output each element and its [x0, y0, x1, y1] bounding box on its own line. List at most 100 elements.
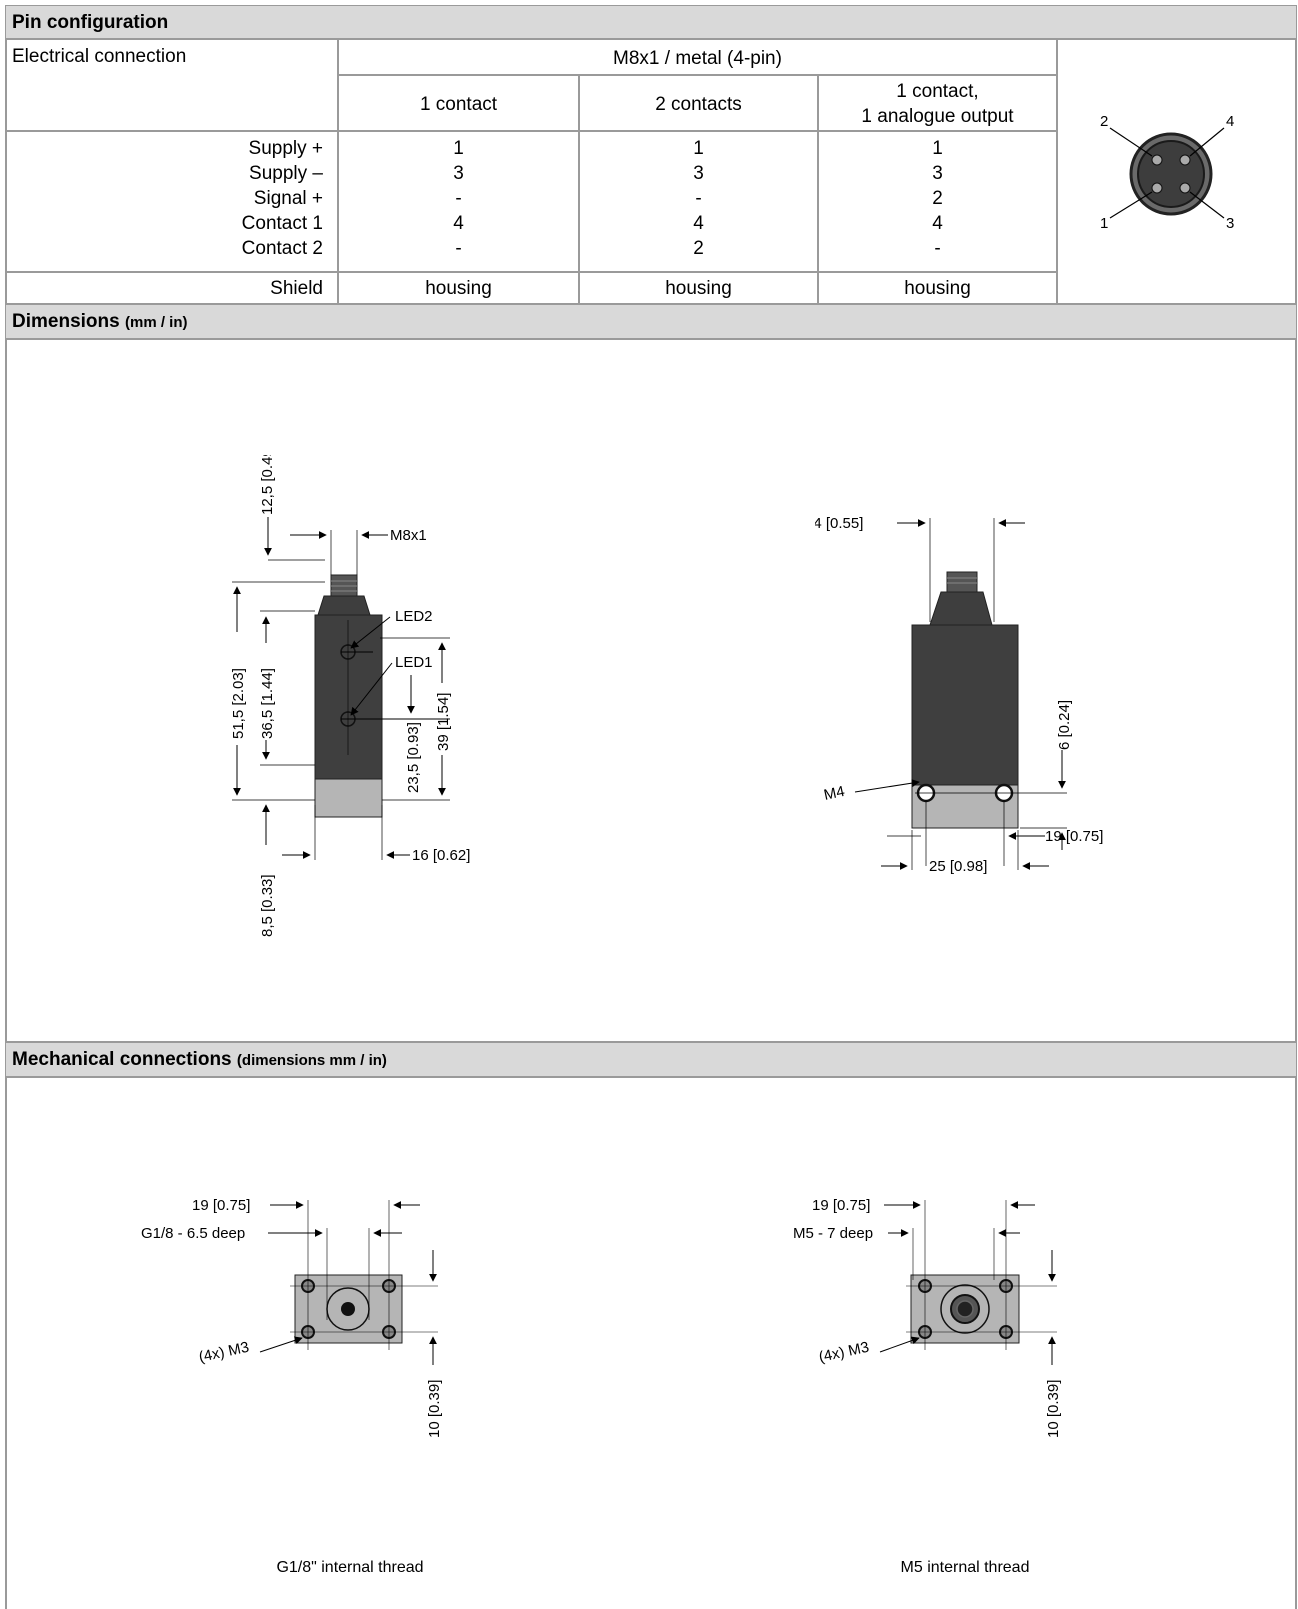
divider	[5, 303, 1297, 305]
col3-values: 1 3 2 4 -	[819, 136, 1056, 261]
table-col-line	[1056, 39, 1058, 303]
connector-face	[1137, 140, 1205, 208]
row-label-shield: Shield	[270, 278, 323, 299]
dim-6: 6 [0.24]	[1056, 700, 1073, 750]
shield-value: housing	[425, 278, 492, 299]
dimensions-title: Dimensions	[12, 311, 120, 332]
column-header-line: 1 contact,	[896, 81, 979, 102]
table-cell: 4	[932, 213, 943, 234]
dim-19: 19 [0.75]	[1045, 828, 1103, 845]
sensor-body	[314, 614, 383, 780]
table-row-line	[5, 130, 1056, 132]
m8x1-label: M8x1	[390, 527, 427, 544]
column-header-1-contact-analogue: 1 contact, 1 analogue output	[819, 79, 1056, 129]
dim-51-5: 51,5 [2.03]	[230, 668, 247, 739]
mechanical-title: Mechanical connections	[12, 1049, 232, 1070]
divider	[5, 1076, 1297, 1078]
divider	[5, 1041, 1297, 1043]
pin-label: 4	[1226, 113, 1234, 130]
pin-configuration-title: Pin configuration	[12, 12, 169, 33]
table-row-line	[338, 74, 1056, 76]
frame-left	[5, 5, 7, 1609]
screws-label: (4x) M3	[197, 1339, 250, 1366]
table-cell: 1	[932, 138, 943, 159]
mechanical-unit: (dimensions mm / in)	[236, 1052, 387, 1069]
screws-label: (4x) M3	[817, 1339, 870, 1366]
g18-mount-drawing: 19 [0.75] G1/8 - 6.5 deep 10 [0.39] (4x)…	[141, 1197, 443, 1438]
m5-caption: M5 internal thread	[900, 1559, 1030, 1576]
col1-values: 1 3 - 4 -	[339, 136, 578, 261]
dim-12-5: 12,5 [0.49]	[259, 455, 276, 515]
row-label-contact-1: Contact 1	[241, 213, 323, 234]
table-cell: 2	[932, 188, 943, 209]
dim-36-5: 36,5 [1.44]	[259, 668, 276, 739]
table-col-line	[578, 75, 580, 303]
dim-16: 16 [0.62]	[412, 847, 470, 864]
dim-39: 39 [1.54]	[435, 693, 452, 751]
port-outline	[940, 1284, 990, 1334]
dimensions-header: Dimensions (mm / in)	[6, 305, 1296, 338]
table-cell: 4	[453, 213, 464, 234]
led2-label: LED2	[395, 608, 433, 625]
table-cell: -	[455, 238, 462, 259]
pin-4	[1179, 154, 1191, 166]
m5-mount-drawing: 19 [0.75] M5 - 7 deep 10 [0.39] (4x) M3	[793, 1197, 1062, 1438]
thread-label: M5 - 7 deep	[793, 1225, 873, 1242]
dim-10: 10 [0.39]	[1045, 1380, 1062, 1438]
column-header-line: 1 analogue output	[861, 106, 1014, 127]
frame-right	[1295, 5, 1297, 1609]
table-row-line	[5, 271, 1056, 273]
row-label-supply-minus: Supply –	[249, 163, 323, 184]
column-header-2-contacts: 2 contacts	[655, 94, 742, 115]
row-label-contact-2: Contact 2	[241, 238, 323, 259]
dim-25: 25 [0.98]	[929, 858, 987, 875]
connector-header: M8x1 / metal (4-pin)	[613, 48, 782, 69]
table-cell: -	[695, 188, 702, 209]
g18-caption: G1/8" internal thread	[276, 1559, 424, 1576]
divider	[5, 38, 1297, 40]
table-cell: 3	[693, 163, 704, 184]
pin-configuration-header: Pin configuration	[6, 6, 1296, 39]
table-cell: 3	[932, 163, 943, 184]
table-cell: -	[455, 188, 462, 209]
table-col-line	[817, 75, 819, 303]
table-cell: 3	[453, 163, 464, 184]
mechanical-connections-header: Mechanical connections (dimensions mm / …	[6, 1043, 1296, 1076]
pin-3	[1179, 182, 1191, 194]
electrical-connection-label: Electrical connection	[12, 46, 187, 67]
thread-label: G1/8 - 6.5 deep	[141, 1225, 245, 1242]
connector-pinout-diagram: 2 4 1 3	[1100, 113, 1234, 232]
table-cell: -	[934, 238, 941, 259]
table-cell: 4	[693, 213, 704, 234]
pin-1	[1151, 182, 1163, 194]
dim-19: 19 [0.75]	[192, 1197, 250, 1214]
front-view-drawing: LED2 LED1 M8x1 12,5 [0.49] 51,5 [2.03] 3…	[230, 455, 470, 937]
table-cell: 2	[693, 238, 704, 259]
port-hole	[956, 1300, 974, 1318]
pin-label: 2	[1100, 113, 1108, 130]
pin-2	[1151, 154, 1163, 166]
row-label-supply-plus: Supply +	[248, 138, 323, 159]
col2-values: 1 3 - 4 2	[580, 136, 817, 261]
m4-label: M4	[822, 783, 846, 804]
sensor-base	[314, 778, 383, 818]
shield-value: housing	[665, 278, 732, 299]
dim-19: 19 [0.75]	[812, 1197, 870, 1214]
led1-label: LED1	[395, 654, 433, 671]
pin-label: 3	[1226, 215, 1234, 232]
dim-10: 10 [0.39]	[426, 1380, 443, 1438]
table-cell: 1	[453, 138, 464, 159]
pin-label: 1	[1100, 215, 1108, 232]
connector-collar	[317, 595, 371, 616]
divider	[5, 338, 1297, 340]
shield-value: housing	[904, 278, 971, 299]
connector-collar	[929, 591, 993, 626]
row-label-signal-plus: Signal +	[253, 188, 323, 209]
dim-23-5: 23,5 [0.93]	[405, 722, 422, 793]
dim-14: 14 [0.55]	[815, 515, 863, 532]
table-col-line	[337, 39, 339, 303]
dimensions-unit: (mm / in)	[124, 314, 188, 331]
dim-8-5: 8,5 [0.33]	[259, 874, 276, 937]
column-header-1-contact: 1 contact	[419, 94, 498, 115]
